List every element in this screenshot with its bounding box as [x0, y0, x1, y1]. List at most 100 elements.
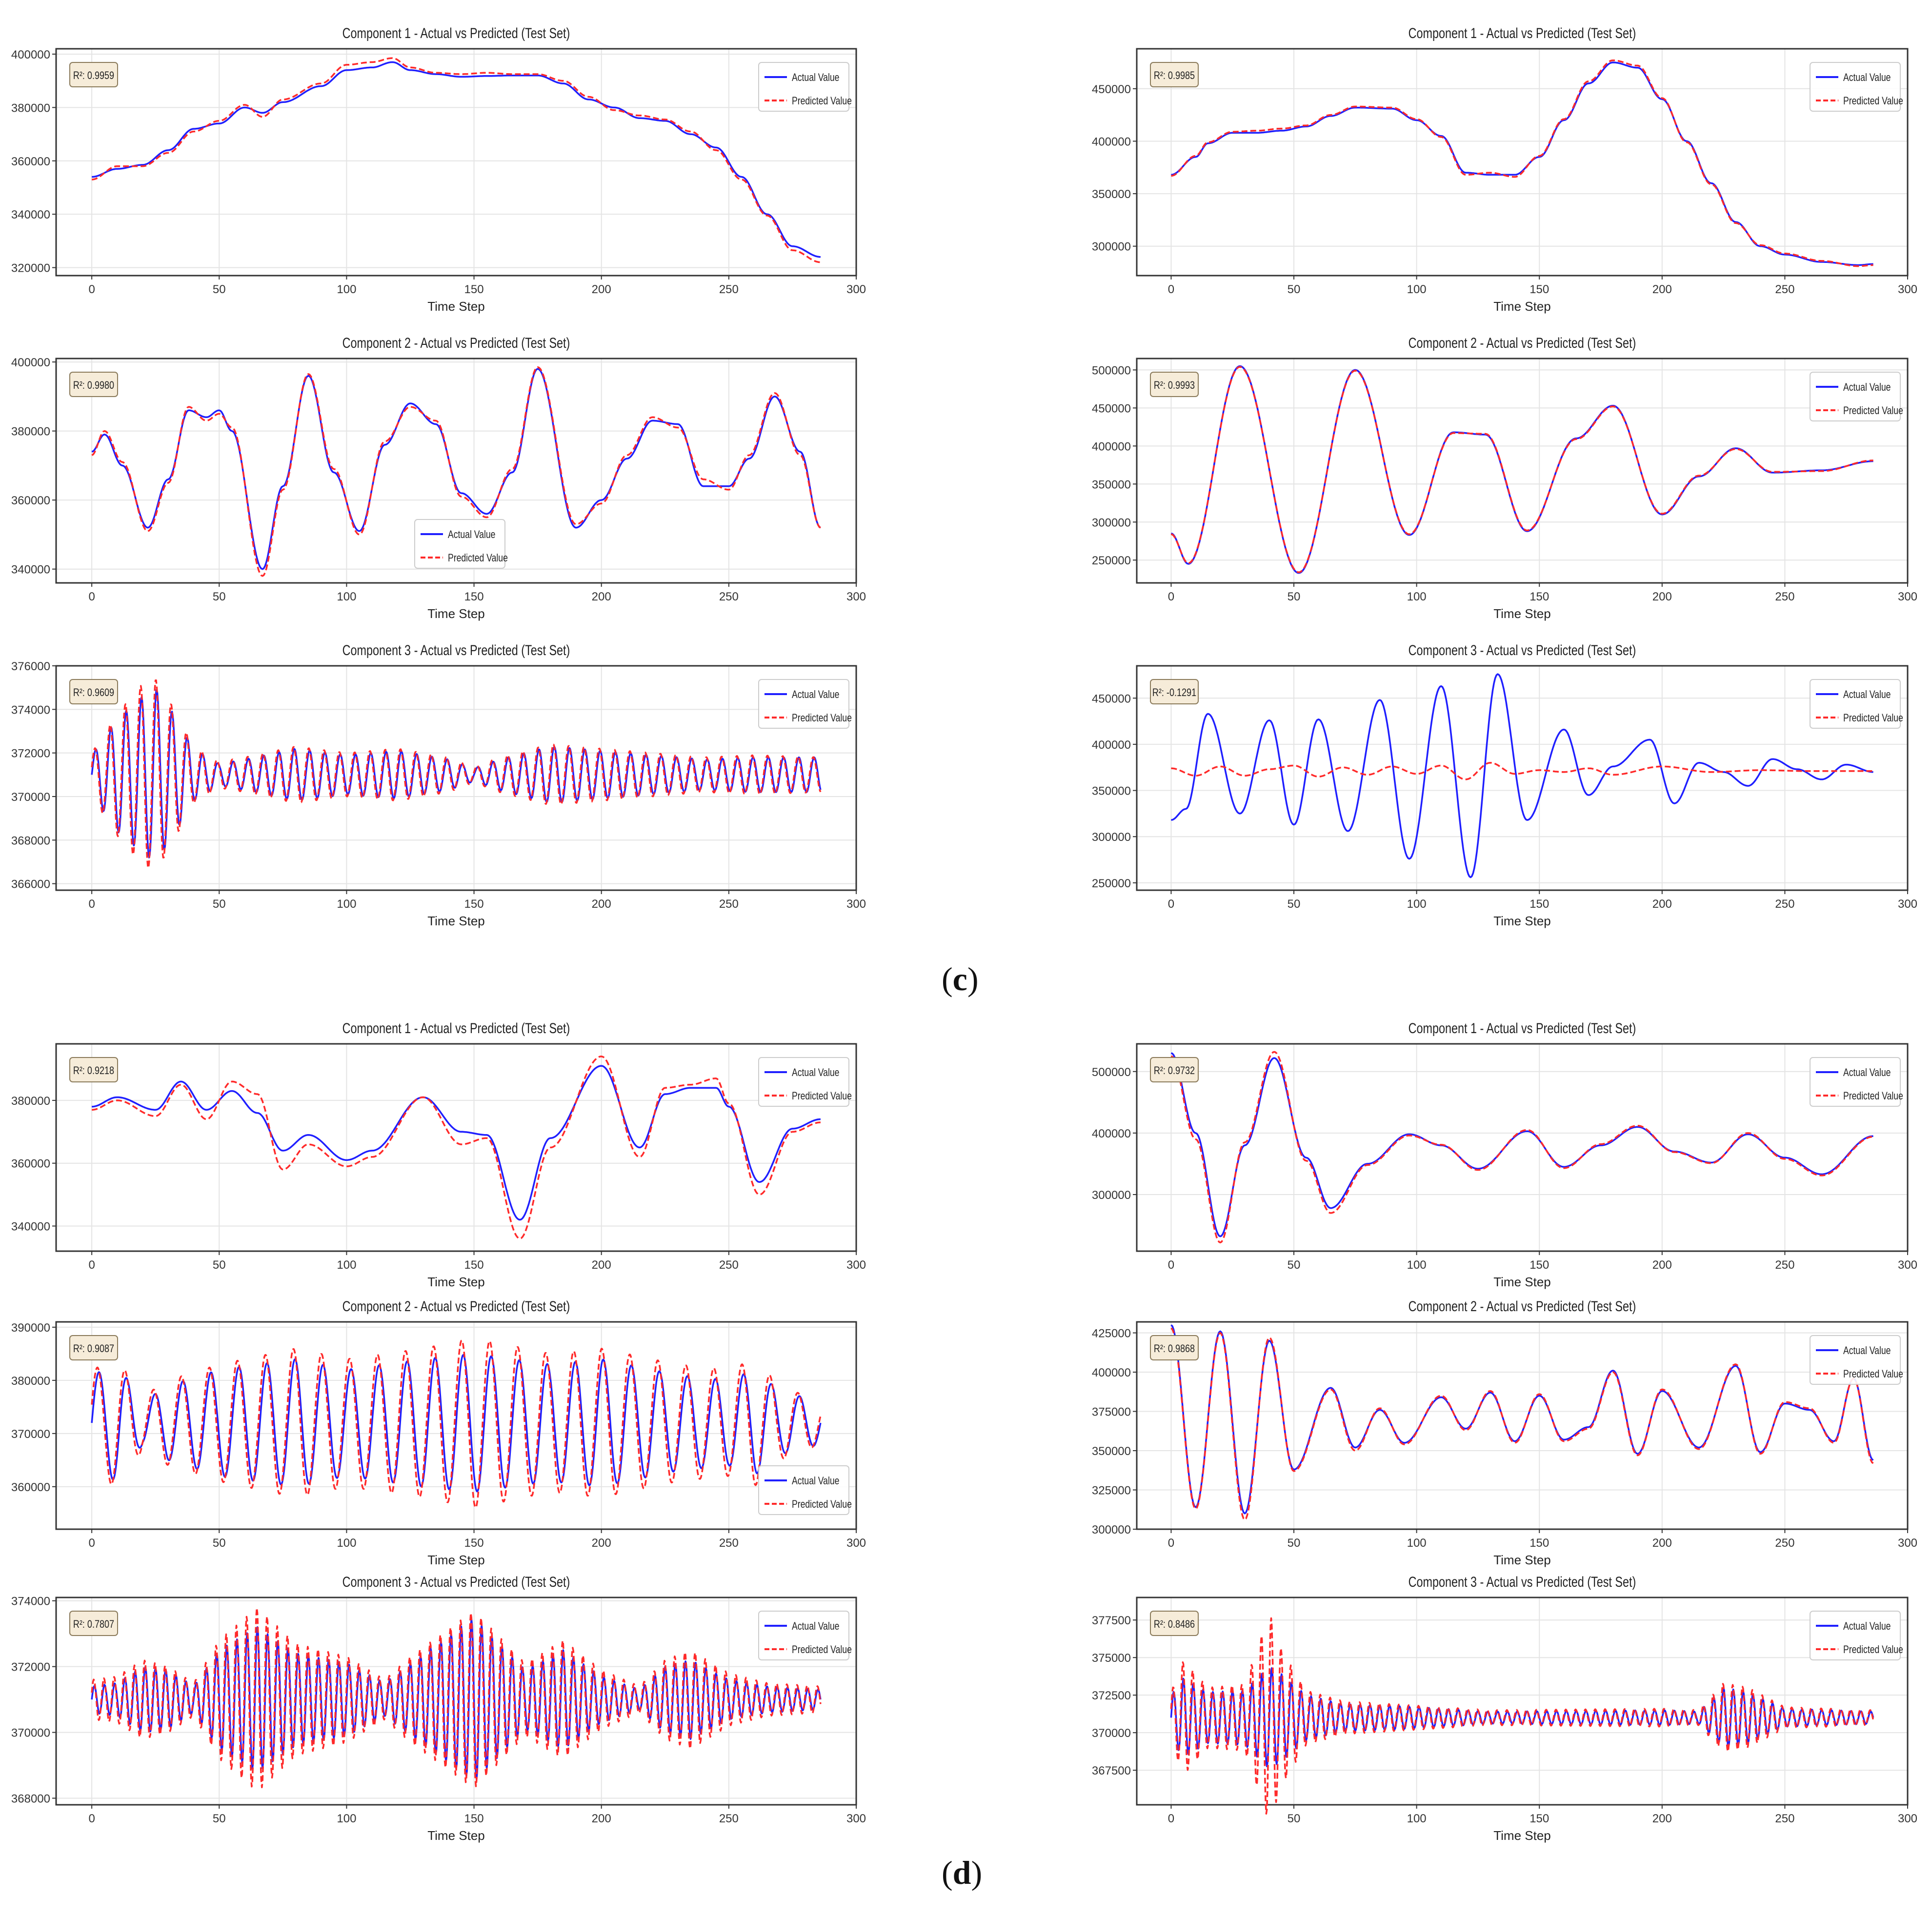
- legend-box: [758, 679, 849, 729]
- x-tick-label: 0: [1168, 1812, 1174, 1825]
- r2-text: R²: 0.9609: [73, 687, 114, 699]
- x-tick-label: 200: [592, 1537, 611, 1550]
- y-tick-label: 300000: [1092, 1523, 1131, 1537]
- y-tick-label: 376000: [11, 660, 50, 673]
- series-line-actual: [1170, 365, 1873, 574]
- x-tick-label: 250: [1775, 1812, 1794, 1825]
- x-axis-label: Time Step: [427, 1553, 485, 1567]
- x-tick-label: 50: [213, 283, 226, 296]
- legend: Actual Value Predicted Value: [758, 1057, 852, 1107]
- y-tick-label: 380000: [11, 1375, 50, 1388]
- x-tick-label: 150: [1530, 283, 1549, 296]
- series-line-predicted: [91, 679, 822, 869]
- x-tick-label: 100: [337, 1812, 356, 1825]
- chart-title: Component 1 - Actual vs Predicted (Test …: [1409, 25, 1636, 41]
- x-tick-label: 0: [88, 283, 95, 296]
- x-tick-label: 200: [1652, 898, 1672, 911]
- legend-label: Predicted Value: [448, 552, 508, 564]
- legend-label: Actual Value: [792, 689, 839, 700]
- legend-label: Predicted Value: [792, 1644, 852, 1656]
- r2-text: R²: 0.7807: [73, 1618, 114, 1630]
- chart-d-right-2: Component 2 - Actual vs Predicted (Test …: [1092, 1298, 1917, 1567]
- x-tick-label: 250: [719, 1812, 739, 1825]
- y-tick-label: 300000: [1092, 1189, 1131, 1202]
- y-tick-label: 450000: [1092, 83, 1131, 96]
- chart-d-left-3: Component 3 - Actual vs Predicted (Test …: [11, 1574, 866, 1843]
- chart-d-left-2: Component 2 - Actual vs Predicted (Test …: [11, 1298, 866, 1567]
- x-tick-label: 300: [846, 590, 866, 603]
- x-tick-label: 250: [1775, 1537, 1794, 1550]
- y-tick-label: 340000: [11, 1220, 50, 1233]
- x-tick-label: 300: [846, 1258, 866, 1272]
- legend: Actual Value Predicted Value: [1810, 1057, 1903, 1107]
- y-tick-label: 367500: [1092, 1764, 1131, 1777]
- x-tick-label: 100: [1407, 283, 1427, 296]
- series-line-actual: [1170, 1324, 1874, 1515]
- y-tick-label: 400000: [1092, 135, 1131, 148]
- r2-text: R²: 0.8486: [1154, 1618, 1195, 1630]
- r2-badge: R²: 0.9993: [1150, 372, 1199, 397]
- legend-label: Actual Value: [792, 1620, 839, 1632]
- legend-box: [1810, 1611, 1901, 1660]
- x-tick-label: 150: [464, 1537, 484, 1550]
- x-tick-label: 250: [719, 898, 739, 911]
- r2-badge: R²: 0.9985: [1150, 62, 1199, 87]
- y-tick-label: 372500: [1092, 1689, 1131, 1702]
- series-line-actual: [1170, 1052, 1873, 1237]
- r2-badge: R²: 0.9218: [69, 1057, 118, 1082]
- y-tick-label: 340000: [11, 563, 50, 577]
- chart-c-right-2: Component 2 - Actual vs Predicted (Test …: [1092, 335, 1917, 621]
- legend-label: Actual Value: [1843, 689, 1891, 700]
- y-tick-label: 500000: [1092, 364, 1131, 377]
- series-line-predicted: [1170, 1617, 1874, 1815]
- x-tick-label: 100: [337, 283, 356, 296]
- x-tick-label: 150: [464, 898, 484, 911]
- legend-box: [1810, 679, 1901, 729]
- y-tick-label: 400000: [1092, 440, 1131, 453]
- legend-box: [758, 62, 849, 112]
- y-tick-label: 368000: [11, 834, 50, 847]
- series-line-predicted: [91, 366, 821, 577]
- r2-box: [69, 1335, 118, 1360]
- r2-text: R²: 0.9732: [1154, 1065, 1195, 1077]
- series-line-actual: [92, 1065, 821, 1221]
- r2-badge: R²: 0.9959: [69, 62, 118, 87]
- y-tick-label: 360000: [11, 1481, 50, 1494]
- series-line-predicted: [92, 1056, 821, 1239]
- legend: Actual Value Predicted Value: [758, 1611, 852, 1660]
- x-tick-label: 250: [719, 1258, 739, 1272]
- x-tick-label: 300: [846, 283, 866, 296]
- x-axis-label: Time Step: [1493, 1275, 1551, 1289]
- y-tick-label: 450000: [1092, 402, 1131, 415]
- y-tick-label: 325000: [1092, 1484, 1131, 1497]
- y-tick-label: 300000: [1092, 831, 1131, 844]
- r2-badge: R²: 0.9087: [69, 1335, 118, 1360]
- series-line-actual: [91, 688, 822, 858]
- chart-title: Component 2 - Actual vs Predicted (Test …: [1409, 335, 1636, 351]
- y-tick-label: 374000: [11, 703, 50, 717]
- x-axis-label: Time Step: [427, 914, 485, 928]
- series-line-predicted: [91, 57, 821, 263]
- plot-frame: [55, 358, 857, 584]
- x-tick-label: 150: [464, 1258, 484, 1272]
- r2-text: R²: 0.9980: [73, 379, 114, 391]
- legend-label: Actual Value: [792, 1475, 839, 1487]
- legend-label: Predicted Value: [1843, 1090, 1903, 1102]
- r2-badge: R²: -0.1291: [1150, 679, 1199, 704]
- x-tick-label: 50: [1288, 898, 1301, 911]
- x-tick-label: 150: [1530, 1812, 1549, 1825]
- legend: Actual Value Predicted Value: [414, 519, 508, 569]
- plot-frame: [55, 1321, 857, 1530]
- legend-label: Predicted Value: [1843, 1644, 1903, 1656]
- y-tick-label: 350000: [1092, 785, 1131, 798]
- x-tick-label: 300: [1898, 1258, 1917, 1272]
- series-line-predicted: [1170, 1051, 1873, 1244]
- x-tick-label: 0: [1168, 590, 1174, 603]
- chart-title: Component 1 - Actual vs Predicted (Test …: [342, 25, 570, 41]
- chart-title: Component 3 - Actual vs Predicted (Test …: [1409, 642, 1636, 658]
- y-tick-label: 300000: [1092, 516, 1131, 529]
- legend: Actual Value Predicted Value: [758, 62, 852, 112]
- x-tick-label: 300: [1898, 1812, 1917, 1825]
- y-tick-label: 250000: [1092, 877, 1131, 890]
- chart-c-left-2: Component 2 - Actual vs Predicted (Test …: [11, 335, 866, 621]
